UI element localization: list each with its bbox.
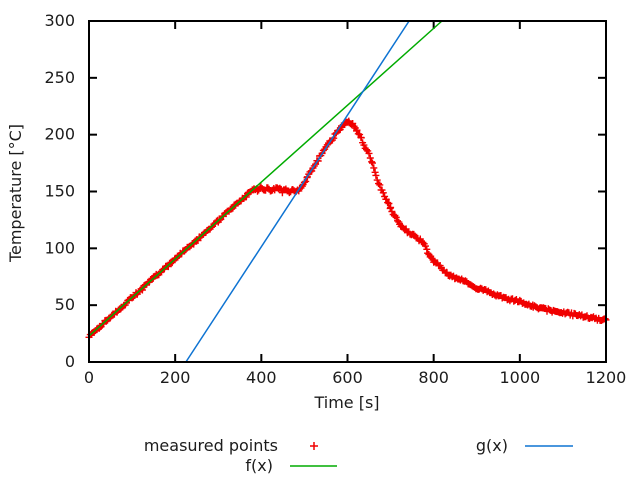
legend-label-measured-points: measured points <box>144 436 278 455</box>
y-tick-label: 300 <box>44 11 75 30</box>
x-tick-label: 800 <box>418 368 449 387</box>
x-axis-title: Time [s] <box>313 393 379 412</box>
x-tick-label: 600 <box>332 368 363 387</box>
chart-generated-layer: 0 200 400 600 800 1000 1200 0 50 100 150 200 250 300 <box>44 11 627 467</box>
y-tick-label: 100 <box>44 238 75 257</box>
plot-border <box>88 20 607 363</box>
y-axis-title: Temperature [°C] <box>6 124 25 263</box>
y-tick-label: 150 <box>44 182 75 201</box>
series-line-fx <box>88 20 443 337</box>
series-points-measured <box>85 117 610 341</box>
y-tick-label: 0 <box>65 352 75 371</box>
legend-marker-measured-points <box>310 442 318 450</box>
legend-label-f: f(x) <box>245 456 273 475</box>
y-tick-label: 250 <box>44 68 75 87</box>
x-tick-label: 0 <box>84 368 94 387</box>
x-tick-label: 1200 <box>586 368 627 387</box>
x-tick-label: 400 <box>246 368 277 387</box>
x-tick-label: 1000 <box>499 368 540 387</box>
y-tick-label: 200 <box>44 125 75 144</box>
legend-label-g: g(x) <box>476 436 508 455</box>
x-tick-label: 200 <box>160 368 191 387</box>
y-tick-label: 50 <box>55 295 75 314</box>
series-line-gx <box>185 20 410 363</box>
